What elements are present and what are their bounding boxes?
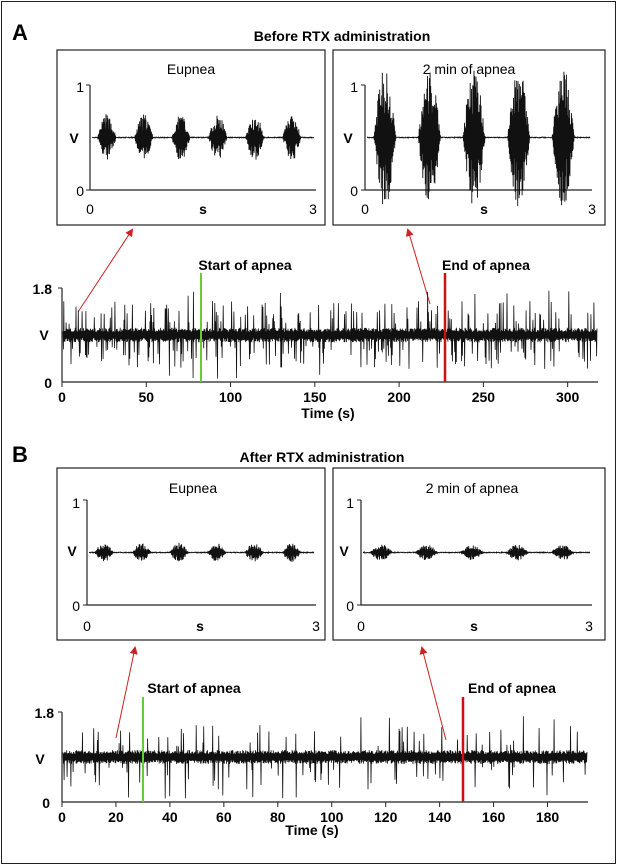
end-of-apnea-label: End of apnea xyxy=(442,257,530,273)
y-tick-bottom: 0 xyxy=(76,183,84,199)
x-tick-label: 160 xyxy=(482,809,506,825)
x-tick-right: 3 xyxy=(309,201,317,217)
end-of-apnea-label: End of apnea xyxy=(468,680,556,696)
x-tick-label: 20 xyxy=(108,809,124,825)
y-axis-label: V xyxy=(69,130,79,146)
arrow-to-apnea-inset xyxy=(405,228,431,305)
x-tick-label: 60 xyxy=(216,809,232,825)
x-tick-label: 40 xyxy=(162,809,178,825)
x-tick-label: 0 xyxy=(58,809,66,825)
x-ticks: 0 50 100 150 200 250 300 xyxy=(58,382,580,405)
x-tick-right: 3 xyxy=(588,201,596,217)
panel-b-title: After RTX administration xyxy=(240,449,405,465)
start-of-apnea-label: Start of apnea xyxy=(198,257,292,273)
inset-a-eupnea: Eupnea 1 V 0 0 s 3 xyxy=(56,49,326,226)
panel-letter-a: A xyxy=(12,20,28,45)
y-axis-label: V xyxy=(67,543,77,559)
y-tick-top: 1 xyxy=(72,495,80,511)
apnea-trace xyxy=(362,544,591,561)
y-tick-bottom: 0 xyxy=(350,183,358,199)
y-axis-label: V xyxy=(39,327,49,343)
inset-a-apnea: 2 min of apnea 1 V 0 0 s 3 xyxy=(332,49,606,226)
y-axis-label: V xyxy=(35,751,45,767)
x-tick-label: 0 xyxy=(58,389,66,405)
x-tick-label: 140 xyxy=(428,809,452,825)
y-axis-label: V xyxy=(339,543,349,559)
eupnea-trace xyxy=(91,114,315,160)
x-axis-label: Time (s) xyxy=(285,822,338,838)
arrow-to-eupnea-inset xyxy=(115,646,138,739)
respiration-trace xyxy=(62,716,588,799)
x-tick-label: 180 xyxy=(536,809,560,825)
panel-a-title: Before RTX administration xyxy=(254,28,431,44)
x-axis-label: s xyxy=(470,618,478,634)
x-tick-right: 3 xyxy=(585,618,593,634)
y-tick-top: 1 xyxy=(346,495,354,511)
arrow-to-apnea-inset xyxy=(419,646,447,741)
arrow-to-eupnea-inset xyxy=(77,228,134,313)
y-tick-top: 1.8 xyxy=(33,281,53,297)
x-tick-left: 0 xyxy=(361,201,369,217)
x-tick-right: 3 xyxy=(312,618,320,634)
panel-b: B After RTX administration Eupnea 1 V 0 … xyxy=(12,442,606,838)
x-tick-label: 100 xyxy=(219,389,243,405)
x-axis-label: s xyxy=(480,201,488,217)
y-tick-top: 1 xyxy=(350,79,358,95)
y-axis-label: V xyxy=(343,130,353,146)
eupnea-trace xyxy=(88,542,315,562)
x-tick-label: 100 xyxy=(320,809,344,825)
inset-b-eupnea: Eupnea 1 V 0 0 s 3 xyxy=(56,467,326,641)
x-ticks: 0 20 40 60 80 100 120 140 160 180 xyxy=(58,802,559,825)
panel-letter-b: B xyxy=(12,442,28,467)
inset-b-apnea: 2 min of apnea 1 V 0 0 s 3 xyxy=(332,467,606,641)
y-tick-bottom: 0 xyxy=(346,598,354,614)
x-tick-label: 80 xyxy=(270,809,286,825)
x-axis-label: Time (s) xyxy=(301,405,354,421)
x-tick-label: 150 xyxy=(303,389,327,405)
y-tick-bottom: 0 xyxy=(44,375,52,391)
inset-title: 2 min of apnea xyxy=(426,480,519,496)
inset-title: Eupnea xyxy=(169,480,217,496)
y-tick-top: 1 xyxy=(76,79,84,95)
x-tick-label: 300 xyxy=(556,389,580,405)
x-axis-label: s xyxy=(199,201,207,217)
y-tick-bottom: 0 xyxy=(42,795,50,811)
x-tick-left: 0 xyxy=(357,618,365,634)
x-tick-left: 0 xyxy=(86,201,94,217)
x-tick-label: 200 xyxy=(387,389,411,405)
trace-b-main: Start of apnea End of apnea 1.8 V 0 0 20 4… xyxy=(35,680,588,838)
inset-title: 2 min of apnea xyxy=(423,61,516,77)
trace-a-main: Start of apnea End of apnea 1.8 V 0 0 50 1… xyxy=(33,257,598,421)
y-tick-top: 1.8 xyxy=(35,705,55,721)
start-of-apnea-label: Start of apnea xyxy=(147,680,241,696)
x-axis-label: s xyxy=(196,618,204,634)
apnea-trace xyxy=(366,70,591,206)
x-tick-label: 50 xyxy=(138,389,154,405)
y-tick-bottom: 0 xyxy=(72,598,80,614)
x-tick-left: 0 xyxy=(83,618,91,634)
inset-title: Eupnea xyxy=(167,61,215,77)
respiration-trace xyxy=(62,290,598,379)
x-tick-label: 250 xyxy=(472,389,496,405)
x-tick-label: 120 xyxy=(374,809,398,825)
panel-a: A Before RTX administration Eupnea 1 V 0… xyxy=(12,20,606,421)
